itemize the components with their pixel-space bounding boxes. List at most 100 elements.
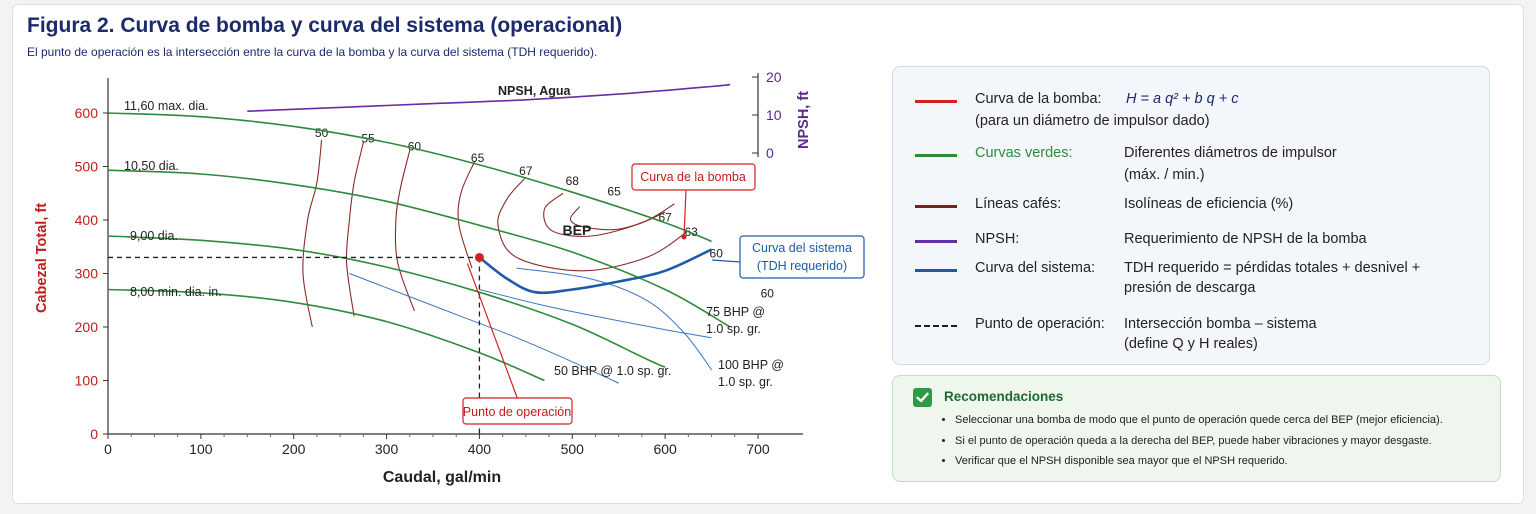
x-tick-label: 200 bbox=[282, 441, 306, 457]
legend-swatch-purple bbox=[915, 240, 957, 243]
list-item: Verificar que el NPSH disponible sea may… bbox=[955, 455, 1443, 467]
recommendations-title: Recomendaciones bbox=[944, 389, 1064, 404]
system-callout: Curva del sistema bbox=[752, 241, 852, 255]
y-axis-title: Cabezal Total, ft bbox=[34, 203, 50, 313]
bep-label: BEP bbox=[563, 222, 592, 238]
y2-tick-label: 20 bbox=[766, 69, 782, 85]
legend-formula: H = a q² + b q + c bbox=[1126, 91, 1239, 107]
npsh-curve-label: NPSH, Agua bbox=[498, 84, 572, 98]
y-tick-label: 500 bbox=[75, 159, 99, 175]
operating-point-callout: Punto de operación bbox=[463, 405, 571, 419]
bhp-curve bbox=[349, 273, 619, 384]
recommendations-list: Seleccionar una bomba de modo que el pun… bbox=[943, 414, 1443, 476]
efficiency-label: 50 bbox=[315, 126, 329, 140]
x-axis-title: Caudal, gal/min bbox=[383, 469, 501, 486]
x-tick-label: 700 bbox=[746, 441, 770, 457]
bhp-curve-label: 50 BHP @ 1.0 sp. gr. bbox=[554, 364, 671, 378]
bhp-curve-label: 100 BHP @ bbox=[718, 358, 784, 372]
efficiency-isoline bbox=[345, 142, 364, 317]
legend-swatch-green bbox=[915, 154, 957, 157]
efficiency-isoline bbox=[394, 150, 415, 312]
legend-desc-2: (máx. / min.) bbox=[1124, 167, 1205, 183]
list-item: Si el punto de operación queda a la dere… bbox=[955, 435, 1443, 447]
efficiency-label: 68 bbox=[566, 174, 580, 188]
y-tick-label: 0 bbox=[90, 426, 98, 442]
bhp-curve-label: 1.0 sp. gr. bbox=[706, 322, 761, 336]
x-tick-label: 100 bbox=[189, 441, 213, 457]
legend-label: Líneas cafés: bbox=[975, 196, 1062, 212]
bhp-curve bbox=[516, 267, 712, 371]
y-tick-label: 200 bbox=[75, 319, 99, 335]
efficiency-isoline bbox=[302, 139, 323, 328]
system-callout: (TDH requerido) bbox=[757, 259, 847, 273]
system-curve bbox=[478, 248, 713, 295]
operating-point-marker bbox=[474, 252, 484, 262]
y2-tick-label: 10 bbox=[766, 107, 782, 123]
legend-swatch-dashed bbox=[915, 325, 957, 327]
operating-point-callout-box bbox=[462, 397, 573, 425]
y2-axis-title: NPSH, ft bbox=[796, 91, 812, 149]
efficiency-isoline bbox=[569, 206, 666, 231]
pump-chart: 0 100 200 300 400 500 600 700010020030040050060… bbox=[34, 69, 865, 486]
legend-label: Curva del sistema: bbox=[975, 260, 1096, 276]
pump-callout-dot bbox=[681, 234, 687, 240]
legend-swatch-red bbox=[915, 100, 957, 103]
efficiency-label: 67 bbox=[519, 164, 533, 178]
pump-curve-label: 9,00 dia. bbox=[130, 229, 178, 243]
efficiency-isoline bbox=[457, 160, 476, 269]
bhp-curve-label: 1.0 sp. gr. bbox=[718, 375, 773, 389]
x-tick-label: 500 bbox=[561, 441, 585, 457]
x-tick-label: 400 bbox=[468, 441, 492, 457]
efficiency-label: 60 bbox=[710, 246, 724, 260]
pump-curve-label: 8,00 min. dia. in. bbox=[130, 285, 222, 299]
system-callout-box bbox=[739, 235, 865, 279]
legend-panel: Curva de la bomba: H = a q² + b q + c (p… bbox=[892, 66, 1490, 365]
recommendations-panel: Recomendaciones Seleccionar una bomba de… bbox=[892, 375, 1501, 482]
legend-swatch-blue bbox=[915, 269, 957, 272]
efficiency-label: 65 bbox=[607, 184, 621, 198]
legend-swatch-brown bbox=[915, 205, 957, 208]
legend-label: Curvas verdes: bbox=[975, 145, 1073, 161]
y-tick-label: 600 bbox=[75, 105, 99, 121]
legend-desc: Isolíneas de eficiencia (%) bbox=[1124, 196, 1294, 212]
npsh-curve bbox=[247, 83, 731, 112]
operating-point-leader bbox=[466, 263, 519, 401]
pump-curve-label: 10,50 dia. bbox=[124, 159, 179, 173]
check-icon bbox=[913, 388, 932, 407]
legend-desc: TDH requerido = pérdidas totales + desni… bbox=[1124, 260, 1421, 276]
legend-desc-2: (define Q y H reales) bbox=[1124, 336, 1258, 352]
pump-curve bbox=[107, 235, 666, 368]
efficiency-label: 60 bbox=[761, 287, 775, 301]
pump-callout: Curva de la bomba bbox=[640, 170, 746, 184]
y-tick-label: 300 bbox=[75, 266, 99, 282]
figure-subtitle: El punto de operación es la intersección… bbox=[27, 45, 598, 59]
pump-curve bbox=[107, 288, 545, 382]
x-tick-label: 300 bbox=[375, 441, 399, 457]
list-item: Seleccionar una bomba de modo que el pun… bbox=[955, 414, 1443, 426]
efficiency-label: 65 bbox=[471, 151, 485, 165]
pump-curve-label: 11,60 max. dia. bbox=[124, 99, 209, 113]
pump-curve bbox=[107, 169, 731, 328]
legend-desc: Diferentes diámetros de impulsor bbox=[1124, 145, 1337, 161]
x-tick-label: 600 bbox=[653, 441, 677, 457]
figure-title: Figura 2. Curva de bomba y curva del sis… bbox=[27, 14, 623, 37]
bhp-curve-label: 75 BHP @ bbox=[706, 305, 765, 319]
legend-desc-2: (para un diámetro de impulsor dado) bbox=[975, 113, 1210, 129]
legend-label: Punto de operación: bbox=[975, 316, 1105, 332]
y-tick-label: 400 bbox=[75, 212, 99, 228]
bhp-curve bbox=[479, 289, 712, 339]
x-tick-label: 0 bbox=[104, 441, 112, 457]
pump-callout-box bbox=[631, 163, 756, 191]
pump-curve bbox=[107, 112, 712, 243]
legend-label: NPSH: bbox=[975, 231, 1020, 247]
y-tick-label: 100 bbox=[75, 373, 99, 389]
pump-callout-leader bbox=[683, 189, 687, 238]
y2-tick-label: 0 bbox=[766, 145, 774, 161]
efficiency-label: 60 bbox=[408, 139, 422, 153]
legend-desc: Intersección bomba – sistema bbox=[1124, 316, 1317, 332]
efficiency-isoline bbox=[497, 176, 689, 272]
legend-label: Curva de la bomba: bbox=[975, 91, 1102, 107]
legend-desc: Requerimiento de NPSH de la bomba bbox=[1124, 231, 1367, 247]
system-callout-leader bbox=[711, 259, 741, 263]
legend-desc-2: presión de descarga bbox=[1124, 280, 1256, 296]
